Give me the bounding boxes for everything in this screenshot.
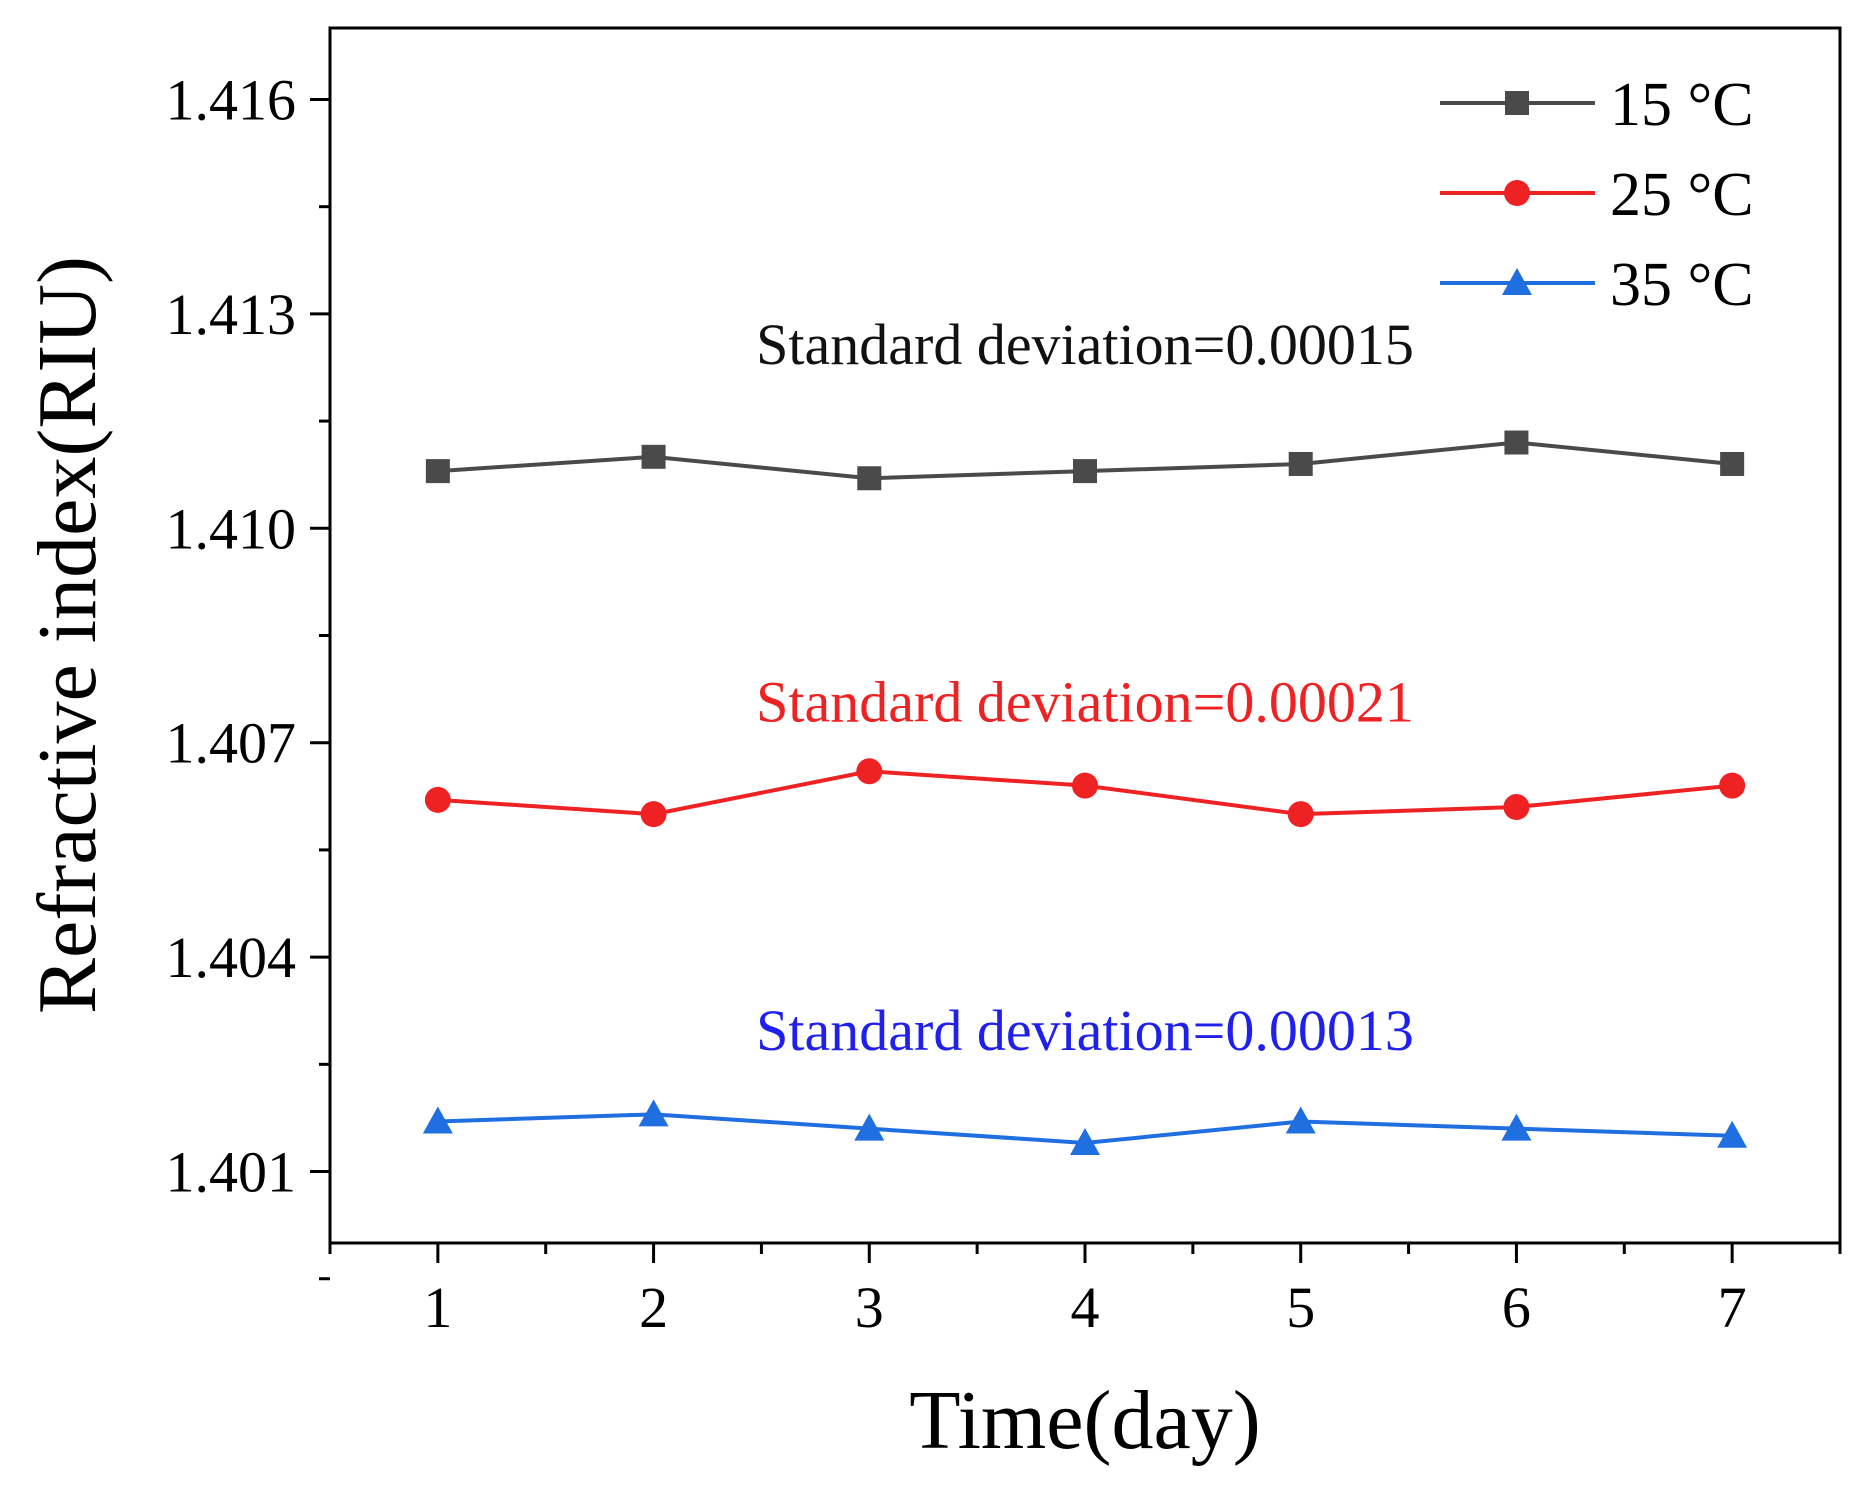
data-point-square <box>1288 451 1313 476</box>
data-point-square <box>1504 430 1529 455</box>
data-point-triangle <box>422 1106 453 1134</box>
data-point-circle <box>1504 180 1530 206</box>
y-tick-label: 1.401 <box>166 1140 297 1205</box>
data-point-circle <box>1719 772 1746 799</box>
data-point-circle <box>640 801 667 828</box>
std-deviation-annotation: Standard deviation=0.00015 <box>756 312 1414 377</box>
y-tick-label: 1.410 <box>166 496 297 561</box>
data-point-triangle <box>638 1099 669 1127</box>
legend-label: 35 °C <box>1610 251 1754 319</box>
series-1 <box>424 758 1746 828</box>
legend-item-0: 15 °C <box>1440 71 1754 139</box>
y-tick-label: 1.404 <box>166 925 297 990</box>
data-point-square <box>857 466 882 491</box>
data-point-square <box>1073 459 1097 484</box>
legend-label: 25 °C <box>1610 161 1754 229</box>
data-point-square <box>425 459 450 484</box>
legend-label: 15 °C <box>1610 71 1754 139</box>
axis-tick-labels: 1 2 3 4 5 6 7 1.401 1.404 1.407 1.410 1.413 1.416 <box>166 67 1747 1340</box>
series-0 <box>425 430 1745 491</box>
data-point-triangle <box>1285 1106 1316 1134</box>
y-tick-label: 1.413 <box>166 282 297 347</box>
data-point-circle <box>424 786 451 813</box>
data-point-triangle <box>854 1113 885 1141</box>
data-point-square <box>1720 451 1745 476</box>
std-deviation-annotation: Standard deviation=0.00013 <box>756 998 1414 1063</box>
std-deviation-annotation: Standard deviation=0.00021 <box>756 669 1414 734</box>
series-2 <box>422 1099 1748 1155</box>
data-point-triangle <box>1070 1127 1100 1155</box>
data-point-triangle <box>1717 1120 1748 1148</box>
data-point-triangle <box>1501 1113 1532 1141</box>
x-tick-label: 2 <box>639 1275 668 1340</box>
x-tick-label: 1 <box>423 1275 452 1340</box>
data-point-circle <box>1072 772 1098 799</box>
data-point-square <box>641 444 666 469</box>
legend: 15 °C 25 °C 35 °C <box>1440 71 1754 319</box>
data-point-circle <box>1287 801 1314 828</box>
legend-item-2: 35 °C <box>1440 251 1754 319</box>
x-axis-title: Time(day) <box>909 1374 1261 1467</box>
x-tick-label: 7 <box>1718 1275 1747 1340</box>
data-point-circle <box>1503 794 1530 821</box>
y-tick-label: 1.407 <box>166 711 297 776</box>
annotations: Standard deviation=0.00015 Standard devia… <box>756 312 1414 1063</box>
data-point-square <box>1505 91 1529 115</box>
data-point-triangle <box>1502 268 1532 295</box>
x-tick-label: 4 <box>1071 1275 1100 1340</box>
data-point-circle <box>856 758 883 785</box>
x-tick-label: 5 <box>1286 1275 1315 1340</box>
x-tick-label: 6 <box>1502 1275 1531 1340</box>
y-axis-title: Refractive index(RIU) <box>21 256 114 1014</box>
axis-ticks <box>310 97 1842 1281</box>
y-tick-label: 1.416 <box>166 67 297 132</box>
x-tick-label: 3 <box>855 1275 884 1340</box>
series-layer <box>422 430 1748 1155</box>
legend-item-1: 25 °C <box>1440 161 1754 229</box>
